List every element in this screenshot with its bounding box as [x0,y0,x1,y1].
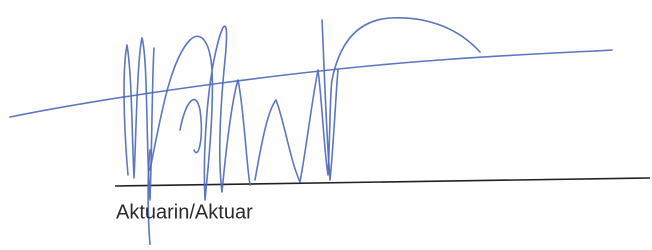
signature-block: Aktuarin/Aktuar [0,0,652,245]
signature-line [115,178,650,186]
signature-label: Aktuarin/Aktuar [116,201,253,223]
signature [10,18,612,245]
page: {"signature_label": "Aktuarin/Aktuar"} A… [0,0,652,245]
